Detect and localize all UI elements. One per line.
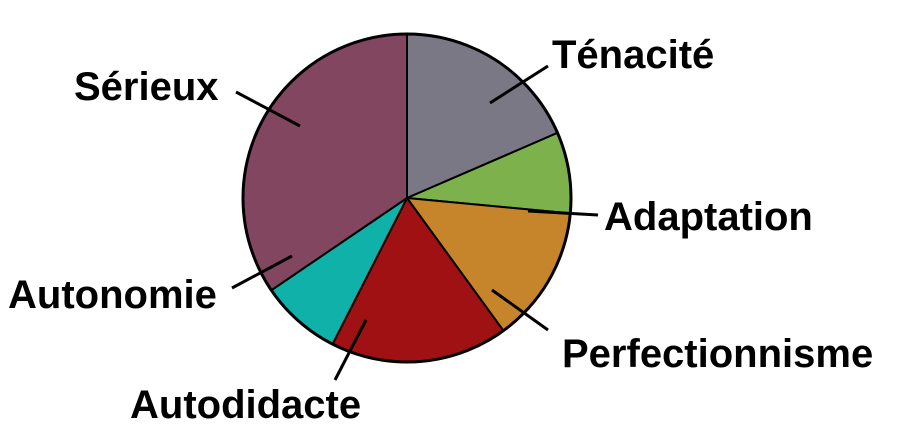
slice-labels: Ténacité Adaptation Perfectionnisme Auto…	[8, 33, 873, 427]
slice-label-tenacite: Ténacité	[552, 33, 714, 77]
slice-label-perfectionnisme: Perfectionnisme	[562, 332, 873, 376]
slice-label-autonomie: Autonomie	[8, 273, 217, 317]
slice-label-serieux: Sérieux	[74, 65, 219, 109]
leader-line-perfectionnisme	[491, 288, 549, 332]
leader-line-autonomie	[231, 254, 293, 290]
leader-line-serieux	[235, 90, 301, 128]
leader-line-tenacite	[489, 64, 549, 105]
slice-label-adaptation: Adaptation	[604, 195, 813, 239]
pie-outline	[241, 32, 573, 364]
leader-lines	[231, 64, 599, 381]
slice-label-autodidacte: Autodidacte	[130, 383, 361, 427]
leader-line-autodidacte	[333, 319, 368, 381]
leader-line-adaptation	[527, 209, 599, 217]
